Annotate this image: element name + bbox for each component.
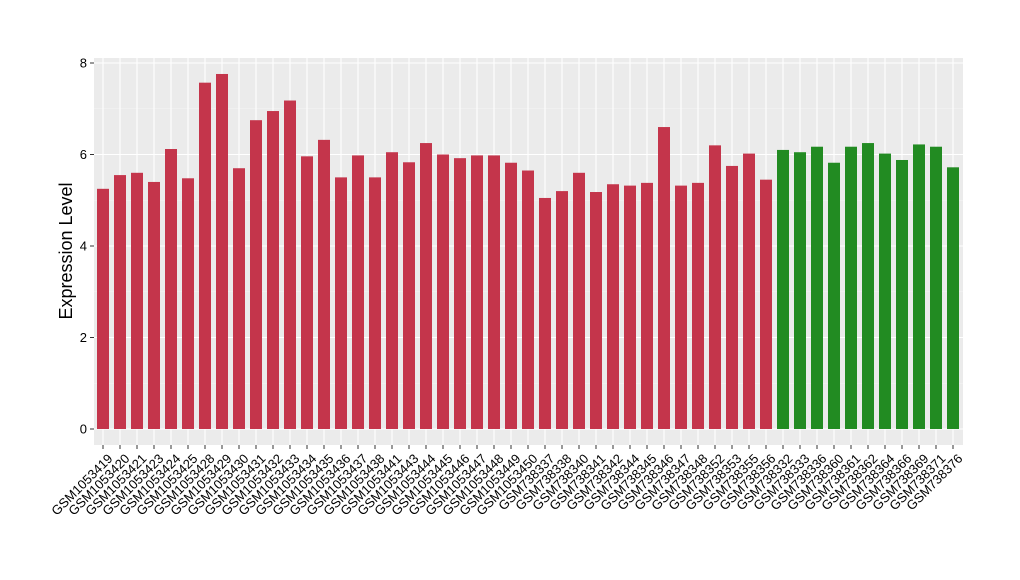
bar-GSM1053449	[505, 162, 517, 430]
bars	[97, 73, 959, 430]
y-axis-title: Expression Level	[56, 182, 76, 319]
bar-GSM1053435	[318, 139, 330, 430]
bar-GSM738342	[607, 184, 619, 429]
bar-GSM1053428	[199, 82, 211, 430]
bar-GSM1053444	[420, 143, 432, 429]
y-tick-label: 2	[80, 330, 87, 345]
bar-GSM738369	[913, 144, 925, 429]
bar-GSM1053446	[454, 158, 466, 429]
bar-GSM738366	[896, 159, 908, 430]
bar-GSM1053447	[471, 155, 483, 430]
bar-GSM738336	[811, 146, 823, 429]
bar-GSM1053423	[148, 181, 160, 429]
bar-GSM738376	[947, 167, 959, 429]
bar-GSM738361	[845, 146, 857, 429]
bar-GSM738362	[862, 143, 874, 429]
bar-GSM738353	[726, 165, 738, 429]
bar-GSM738333	[794, 152, 806, 429]
y-tick-label: 6	[80, 147, 87, 162]
bar-GSM738338	[556, 191, 568, 429]
bar-GSM738337	[539, 197, 551, 429]
bar-GSM1053438	[369, 177, 381, 429]
bar-GSM738341	[590, 192, 602, 429]
bar-GSM738371	[930, 146, 942, 429]
bar-GSM1053445	[437, 154, 449, 429]
bar-GSM1053433	[284, 100, 296, 429]
bar-GSM738352	[709, 145, 721, 429]
y-tick-label: 0	[80, 422, 87, 437]
bar-GSM1053448	[488, 155, 500, 430]
bar-GSM738340	[573, 172, 585, 430]
bar-GSM1053436	[335, 177, 347, 429]
bar-GSM1053450	[522, 170, 534, 429]
bar-GSM738360	[828, 162, 840, 430]
x-axis: GSM1053419GSM1053420GSM1053421GSM1053423…	[48, 445, 966, 518]
bar-GSM1053443	[403, 162, 415, 429]
bar-GSM1053432	[267, 111, 279, 429]
bar-GSM738348	[692, 182, 704, 429]
bar-GSM738356	[760, 179, 772, 429]
bar-GSM1053425	[182, 178, 194, 429]
y-tick-label: 4	[80, 239, 87, 254]
bar-GSM1053420	[114, 175, 126, 429]
bar-GSM1053429	[216, 73, 228, 429]
bar-GSM1053424	[165, 149, 177, 429]
bar-GSM1053434	[301, 156, 313, 429]
y-axis: 0 2 4 6 8	[80, 56, 94, 437]
y-tick-label: 8	[80, 56, 87, 71]
bar-GSM738355	[743, 153, 755, 429]
bar-GSM1053419	[97, 188, 109, 429]
bar-GSM738332	[777, 149, 789, 430]
bar-GSM1053430	[233, 168, 245, 429]
bar-GSM1053421	[131, 172, 143, 430]
bar-GSM1053441	[386, 152, 398, 429]
bar-GSM738346	[658, 127, 670, 430]
bar-GSM738345	[641, 182, 653, 429]
bar-GSM738364	[879, 153, 891, 429]
bar-GSM1053431	[250, 120, 262, 429]
bar-GSM738347	[675, 185, 687, 429]
bar-GSM738344	[624, 185, 636, 429]
bar-GSM1053437	[352, 155, 364, 430]
